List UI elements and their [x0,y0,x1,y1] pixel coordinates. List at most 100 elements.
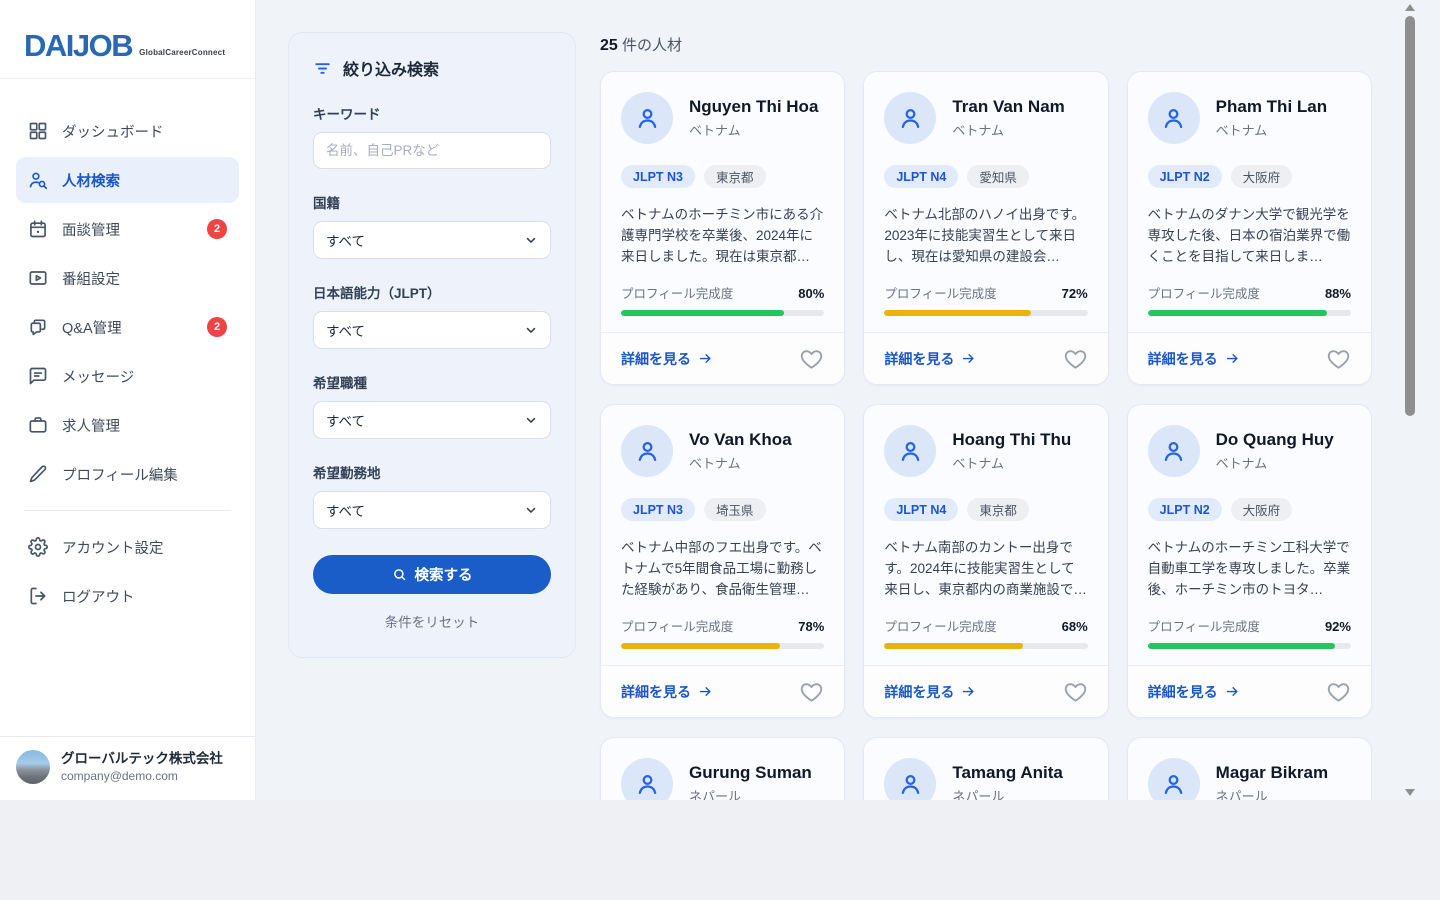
sidebar-divider [24,510,231,511]
scrollbar-up-arrow-icon[interactable] [1405,4,1415,11]
reset-filters-link[interactable]: 条件をリセット [384,615,480,630]
talent-name: Do Quang Huy [1215,430,1334,449]
gear-icon [28,537,48,557]
notification-badge: 2 [207,317,227,337]
heart-icon[interactable] [1326,346,1351,371]
progress-bar [884,643,1088,649]
arrow-right-icon [1226,354,1238,363]
arrow-right-icon [699,354,711,363]
main-content: 絞り込み検索 キーワード 国籍 すべて 日本語能力（JLPT） すべて 希望職種… [256,0,1440,800]
location-badge: 愛知県 [967,165,1029,188]
talent-nationality: ネパール [689,789,742,800]
completion-label: プロフィール完成度 [1147,620,1260,634]
completion-value: 80% [798,286,825,301]
avatar [1147,425,1200,477]
filter-select[interactable]: すべて [313,221,551,259]
talent-card: Magar Bikram ネパール JLPT N4 群馬県 詳細を見る [1126,737,1372,800]
scrollbar-thumb[interactable] [1405,16,1415,416]
detail-link[interactable]: 詳細を見る [884,349,976,369]
talent-nationality: ベトナム [689,123,741,138]
chevron-down-icon [526,237,536,243]
person-icon [901,774,920,794]
detail-link[interactable]: 詳細を見る [621,349,713,369]
sidebar-item-calendar[interactable]: 面談管理 2 [16,206,239,252]
arrow-right-icon [1226,687,1238,696]
detail-link[interactable]: 詳細を見る [1148,682,1240,702]
logo: DAIJOB GlobalCareerConnect [0,0,255,79]
app-window: DAIJOB GlobalCareerConnect ダッシュボード 人材検索 … [0,0,1440,800]
sidebar-item-gear[interactable]: アカウント設定 [16,524,239,570]
keyword-label: キーワード [313,107,381,122]
heart-icon[interactable] [1063,346,1088,371]
sidebar-item-briefcase[interactable]: 求人管理 [16,402,239,448]
sidebar-item-logout[interactable]: ログアウト [16,573,239,619]
sidebar-item-dashboard[interactable]: ダッシュボード [16,108,239,154]
detail-link[interactable]: 詳細を見る [1148,349,1240,369]
results-count: 25 [600,37,618,54]
detail-link[interactable]: 詳細を見る [884,682,976,702]
avatar [621,425,673,477]
user-company-name: グローバルテック株式会社 [61,750,223,766]
talent-cards-grid: Nguyen Thi Hoa ベトナム JLPT N3 東京都 ベトナムのホーチ… [600,71,1372,800]
location-badge: 東京都 [967,498,1029,521]
jlpt-badge: JLPT N4 [884,165,959,188]
progress-bar [1147,643,1351,649]
sidebar-item-message[interactable]: メッセージ [16,353,239,399]
talent-name: Vo Van Khoa [689,430,792,449]
talent-name: Hoang Thi Thu [952,430,1072,449]
person-icon [901,108,920,128]
location-badge: 東京都 [704,165,766,188]
logout-icon [30,587,46,605]
filter-icon [315,62,330,74]
avatar [884,92,937,144]
filter-select[interactable]: すべて [313,311,551,349]
user-account[interactable]: グローバルテック株式会社 company@demo.com [0,736,255,800]
heart-icon[interactable] [1326,679,1351,704]
location-badge: 大阪府 [1230,165,1293,188]
message-icon [29,367,47,385]
completion-value: 68% [1061,619,1088,634]
scrollbar[interactable] [1405,0,1415,800]
person-icon [638,774,656,794]
talent-card: Tamang Anita ネパール JLPT N3 千葉県 詳細を見る [863,737,1109,800]
filter-field-label: 希望勤務地 [313,466,381,481]
chevron-down-icon [526,507,536,513]
sidebar-item-person-search[interactable]: 人材検索 [16,157,239,203]
user-avatar [16,750,50,784]
completion-value: 72% [1061,286,1088,301]
person-search-icon [29,172,48,190]
talent-nationality: ベトナム [1215,456,1268,471]
person-icon [638,441,656,461]
filter-field-label: 日本語能力（JLPT） [313,286,441,301]
avatar [1147,92,1200,144]
sidebar-item-pencil[interactable]: プロフィール編集 [16,451,239,497]
completion-label: プロフィール完成度 [884,287,997,301]
location-badge: 大阪府 [1230,498,1293,521]
filter-select[interactable]: すべて [313,491,551,529]
scrollbar-down-arrow-icon[interactable] [1405,789,1415,796]
talent-nationality: ベトナム [952,123,1004,138]
heart-icon[interactable] [799,346,824,371]
sidebar-item-video[interactable]: 番組設定 [16,255,239,301]
keyword-input[interactable] [313,132,551,169]
arrow-right-icon [963,687,974,696]
results-count-suffix: 件の人材 [621,37,682,54]
filter-select[interactable]: すべて [313,401,551,439]
sidebar-item-qa-chat[interactable]: Q&A管理 2 [16,304,239,350]
video-icon [29,271,47,285]
progress-bar [621,643,825,649]
detail-link[interactable]: 詳細を見る [621,682,713,702]
talent-card: Vo Van Khoa ベトナム JLPT N3 埼玉県 ベトナム中部のフエ出身… [600,404,846,718]
heart-icon[interactable] [1063,679,1088,704]
completion-label: プロフィール完成度 [621,620,734,634]
jlpt-badge: JLPT N3 [621,165,696,188]
talent-card: Do Quang Huy ベトナム JLPT N2 大阪府 ベトナムのホーチミン… [1126,404,1372,718]
talent-name: Nguyen Thi Hoa [689,97,819,116]
talent-nationality: ベトナム [1215,123,1268,138]
search-icon [393,569,405,581]
person-icon [638,108,656,128]
heart-icon[interactable] [799,679,824,704]
completion-label: プロフィール完成度 [1147,287,1260,301]
logo-text: DAIJOB [24,28,134,63]
search-button[interactable]: 検索する [313,555,551,594]
